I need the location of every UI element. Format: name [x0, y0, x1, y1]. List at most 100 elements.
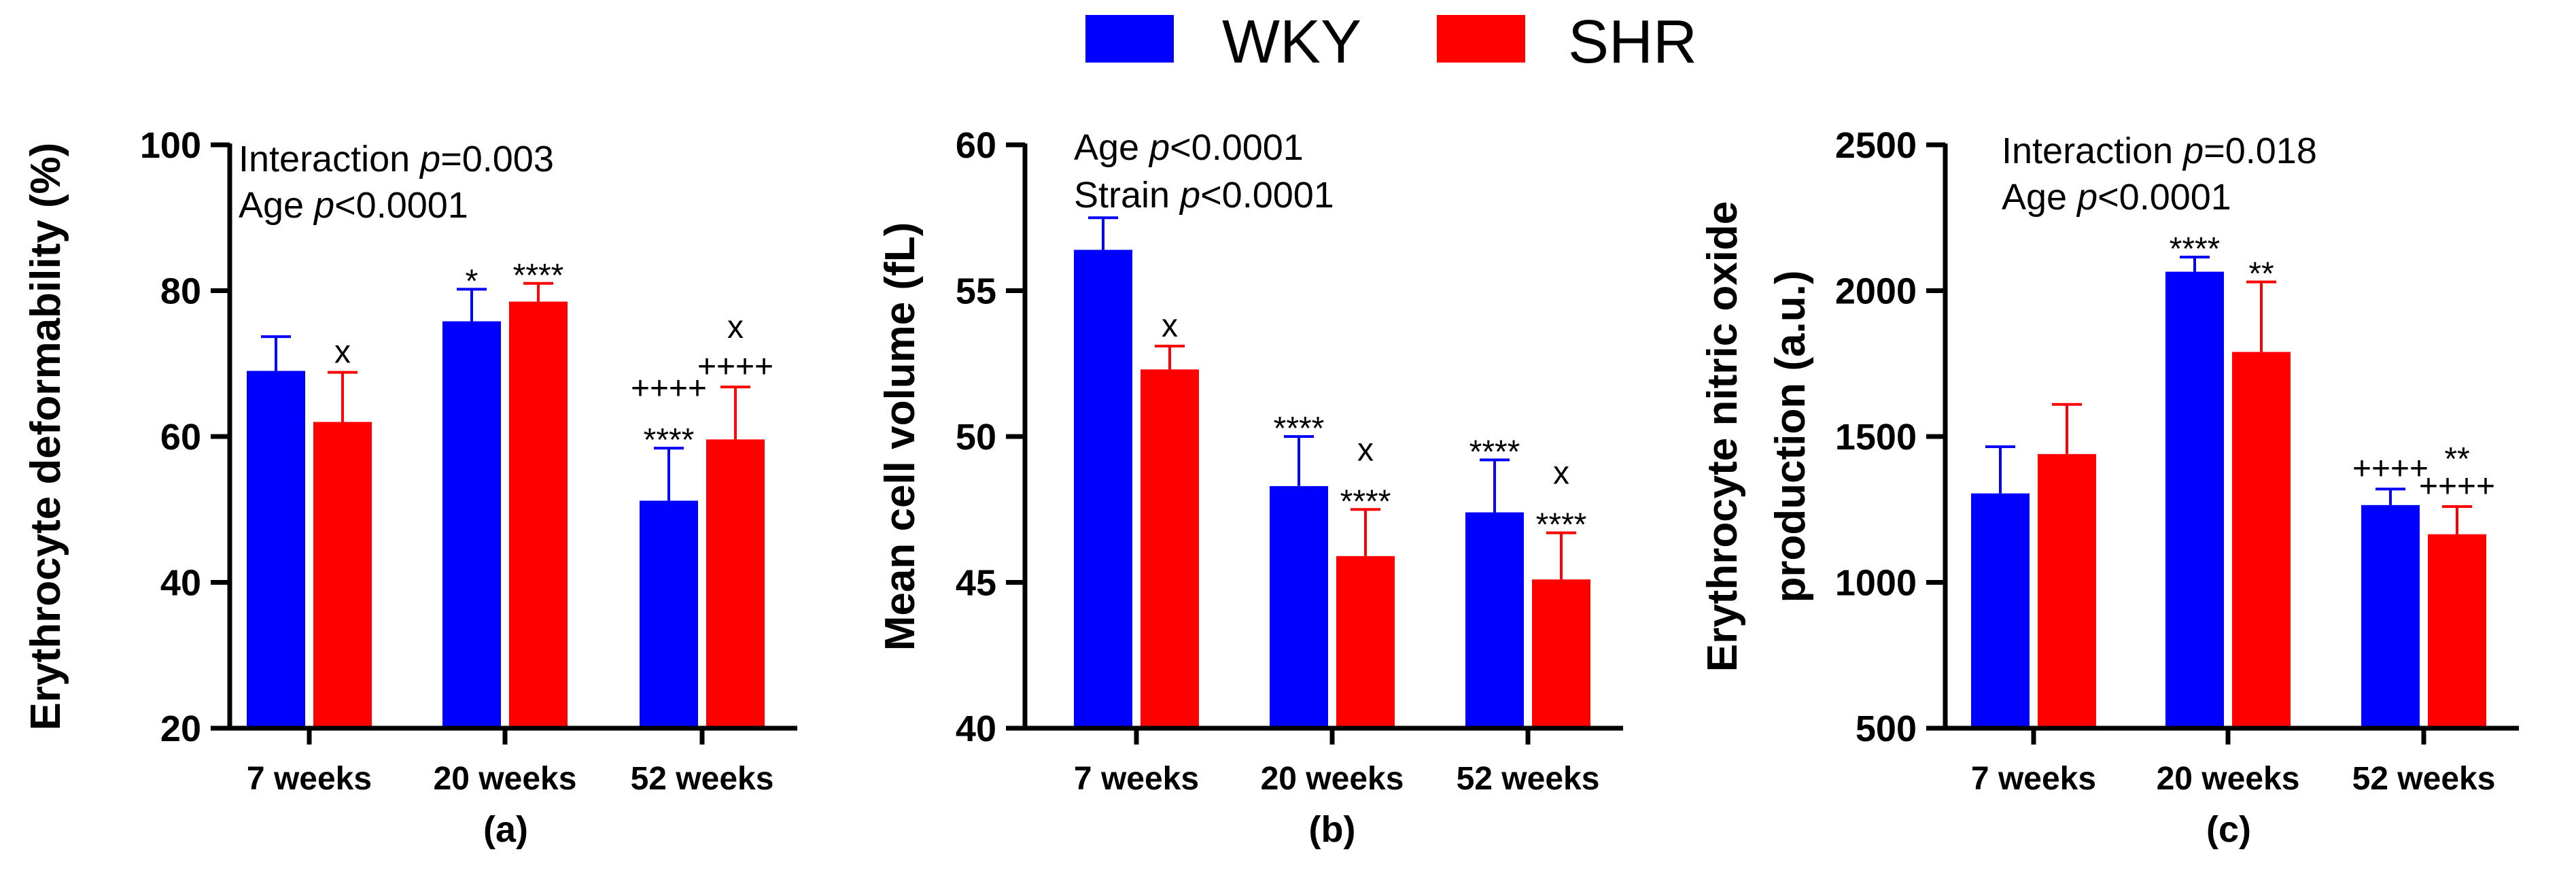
y-axis-label: Erythrocyte deformability (%) [22, 143, 69, 731]
y-tick-label: 60 [160, 417, 201, 458]
bar-wky-20-weeks [442, 321, 501, 728]
y-tick-label: 500 [1856, 708, 1917, 749]
y-tick-label: 1500 [1835, 417, 1917, 458]
significance-marker: **** [1469, 434, 1520, 470]
significance-marker: **** [644, 422, 695, 458]
bar-shr-7-weeks [2038, 454, 2096, 728]
y-axis-label: production (a.u.) [1767, 270, 1814, 602]
y-tick-label: 45 [956, 563, 996, 604]
significance-marker: x [334, 335, 351, 371]
bar-wky-52-weeks [640, 500, 698, 728]
y-tick-label: 1000 [1835, 563, 1917, 604]
p-symbol: p [419, 139, 440, 180]
significance-marker: ++++ [2352, 451, 2429, 487]
bar-wky-20-weeks [1270, 485, 1328, 728]
stats-text: Strain [1074, 175, 1180, 216]
significance-marker: * [466, 263, 478, 299]
y-tick-label: 55 [956, 271, 996, 312]
stats-annotation: Interaction p=0.003 [239, 139, 554, 180]
stats-text: <0.0001 [2098, 177, 2231, 218]
bar-wky-7-weeks [247, 371, 305, 728]
y-tick-label: 20 [160, 708, 201, 749]
bar-shr-52-weeks [2428, 534, 2486, 728]
bar-wky-7-weeks [1971, 493, 2030, 728]
x-tick-label: 7 weeks [1074, 761, 1199, 797]
stats-annotation: Age p<0.0001 [239, 185, 468, 226]
x-tick-label: 7 weeks [1971, 761, 2096, 797]
stats-text: Age [2002, 177, 2077, 218]
panel-b-cell-volume-chart: **** **** x **** x **** x 40 45 50 55 60 7 weeks 20 w… [877, 125, 1623, 850]
significance-marker: ++++ [2419, 468, 2495, 505]
bar-shr-7-weeks [313, 422, 372, 728]
x-tick-label: 52 weeks [1457, 761, 1600, 797]
legend-swatch-wky [1085, 15, 1174, 63]
y-tick-label: 80 [160, 271, 201, 312]
x-tick-label: 20 weeks [434, 761, 577, 797]
legend: WKY SHR [1085, 8, 1697, 76]
stats-text: Age [239, 185, 314, 226]
panel-label: (b) [1309, 809, 1356, 850]
stats-text: Age [1074, 127, 1149, 168]
significance-marker: **** [1536, 507, 1587, 543]
significance-marker: ++++ [697, 349, 773, 385]
significance-marker: ** [2248, 256, 2274, 292]
significance-marker: x [1162, 308, 1178, 344]
p-symbol: p [1179, 175, 1200, 216]
bar-shr-20-weeks [509, 301, 568, 728]
significance-marker: ++++ [631, 371, 707, 407]
y-tick-label: 60 [956, 125, 996, 166]
p-symbol: p [2076, 177, 2098, 218]
stats-annotation: Age p<0.0001 [1074, 127, 1304, 168]
stats-text: Interaction [2002, 131, 2183, 171]
stats-text: <0.0001 [1200, 175, 1334, 216]
stats-annotation: Strain p<0.0001 [1074, 175, 1334, 216]
legend-swatch-shr [1437, 15, 1525, 63]
x-tick-label: 52 weeks [2352, 761, 2496, 797]
y-tick-label: 2000 [1835, 271, 1917, 312]
significance-marker: **** [513, 258, 564, 294]
significance-marker: x [727, 309, 744, 345]
significance-marker: **** [1340, 483, 1391, 519]
panel-label: (c) [2206, 809, 2251, 850]
y-tick-label: 40 [160, 563, 201, 604]
y-tick-label: 40 [956, 708, 996, 749]
stats-text: =0.003 [440, 139, 554, 180]
panel-label: (a) [483, 809, 528, 850]
y-axis-label: Mean cell volume (fL) [877, 222, 924, 651]
y-axis-label: Erythrocyte nitric oxide [1699, 201, 1746, 672]
bar-wky-7-weeks [1074, 250, 1132, 728]
bar-shr-7-weeks [1141, 369, 1199, 728]
stats-text: =0.018 [2204, 131, 2317, 171]
y-tick-label: 100 [140, 125, 201, 166]
stats-text: Interaction [239, 139, 420, 180]
y-tick-label: 50 [956, 417, 996, 458]
stats-text: <0.0001 [1170, 127, 1304, 168]
p-symbol: p [313, 185, 334, 226]
bar-shr-52-weeks [1532, 579, 1590, 728]
significance-marker: **** [1274, 411, 1325, 447]
x-tick-label: 20 weeks [1261, 761, 1404, 797]
legend-label-shr: SHR [1568, 8, 1697, 76]
stats-annotation: Interaction p=0.018 [2002, 131, 2317, 171]
stats-text: <0.0001 [334, 185, 468, 226]
bar-shr-52-weeks [706, 439, 765, 728]
p-symbol: p [1148, 127, 1170, 168]
bar-shr-20-weeks [1336, 556, 1395, 728]
y-tick-label: 2500 [1835, 125, 1917, 166]
x-tick-label: 7 weeks [247, 761, 372, 797]
significance-marker: ** [2444, 441, 2469, 477]
significance-marker: x [1357, 432, 1374, 468]
legend-label-wky: WKY [1222, 8, 1361, 76]
x-tick-label: 52 weeks [631, 761, 774, 797]
bar-wky-20-weeks [2165, 271, 2224, 728]
bar-shr-20-weeks [2232, 352, 2291, 728]
p-symbol: p [2182, 131, 2204, 171]
bar-wky-52-weeks [1465, 512, 1524, 728]
stats-annotation: Age p<0.0001 [2002, 177, 2231, 218]
x-tick-label: 20 weeks [2157, 761, 2300, 797]
bar-wky-52-weeks [2361, 505, 2420, 728]
significance-marker: **** [2170, 231, 2221, 267]
